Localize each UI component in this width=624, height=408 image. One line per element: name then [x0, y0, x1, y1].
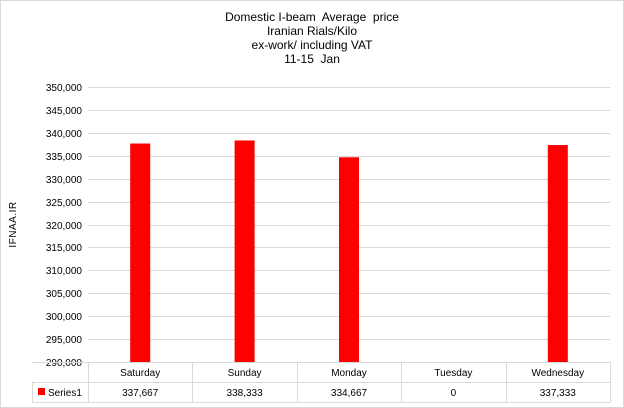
y-axis-label: IFNAA.IR: [8, 201, 19, 247]
bar-wednesday: [547, 145, 568, 362]
title-line-2: Iranian Rials/Kilo: [266, 24, 358, 38]
bar-sunday: [234, 140, 255, 362]
y-tick-label: 350,000: [46, 83, 83, 94]
value-label-saturday: 337,667: [122, 388, 159, 399]
y-tick-label: 315,000: [46, 243, 83, 254]
category-label-monday: Monday: [331, 368, 367, 379]
category-label-saturday: Saturday: [120, 368, 160, 379]
y-axis-ticks: 290,000 295,000 300,000 305,000 310,000 315,0…: [46, 83, 83, 369]
y-tick-label: 330,000: [46, 175, 83, 186]
y-tick-label: 325,000: [46, 198, 83, 209]
y-tick-label: 320,000: [46, 221, 83, 232]
data-table: Saturday 337,667 Sunday 338,333 Monday 334,66…: [32, 362, 611, 403]
legend-swatch: [38, 388, 45, 395]
y-tick-label: 335,000: [46, 152, 83, 163]
category-label-sunday: Sunday: [228, 368, 262, 379]
y-tick-label: 340,000: [46, 129, 83, 140]
value-label-monday: 334,667: [331, 388, 368, 399]
chart-title: Domestic I-beam Average price Iranian Ri…: [0, 10, 624, 66]
bar-monday: [339, 157, 359, 362]
legend-label: Series1: [48, 388, 82, 399]
y-tick-label: 305,000: [46, 289, 83, 300]
title-line-1: Domestic I-beam Average price: [225, 10, 399, 24]
y-tick-label: 300,000: [46, 312, 83, 323]
value-label-tuesday: 0: [451, 388, 457, 399]
title-line-4: 11-15 Jan: [284, 52, 340, 66]
title-line-3: ex-work/ including VAT: [251, 38, 373, 52]
category-label-wednesday: Wednesday: [531, 368, 584, 379]
bars: [130, 140, 568, 362]
y-tick-label: 295,000: [46, 335, 83, 346]
bar-saturday: [130, 143, 151, 362]
y-tick-label: 345,000: [46, 106, 83, 117]
category-label-tuesday: Tuesday: [434, 368, 472, 379]
value-label-sunday: 338,333: [227, 388, 264, 399]
value-label-wednesday: 337,333: [540, 388, 577, 399]
y-tick-label: 310,000: [46, 266, 83, 277]
y-tick-label: 290,000: [46, 358, 83, 369]
